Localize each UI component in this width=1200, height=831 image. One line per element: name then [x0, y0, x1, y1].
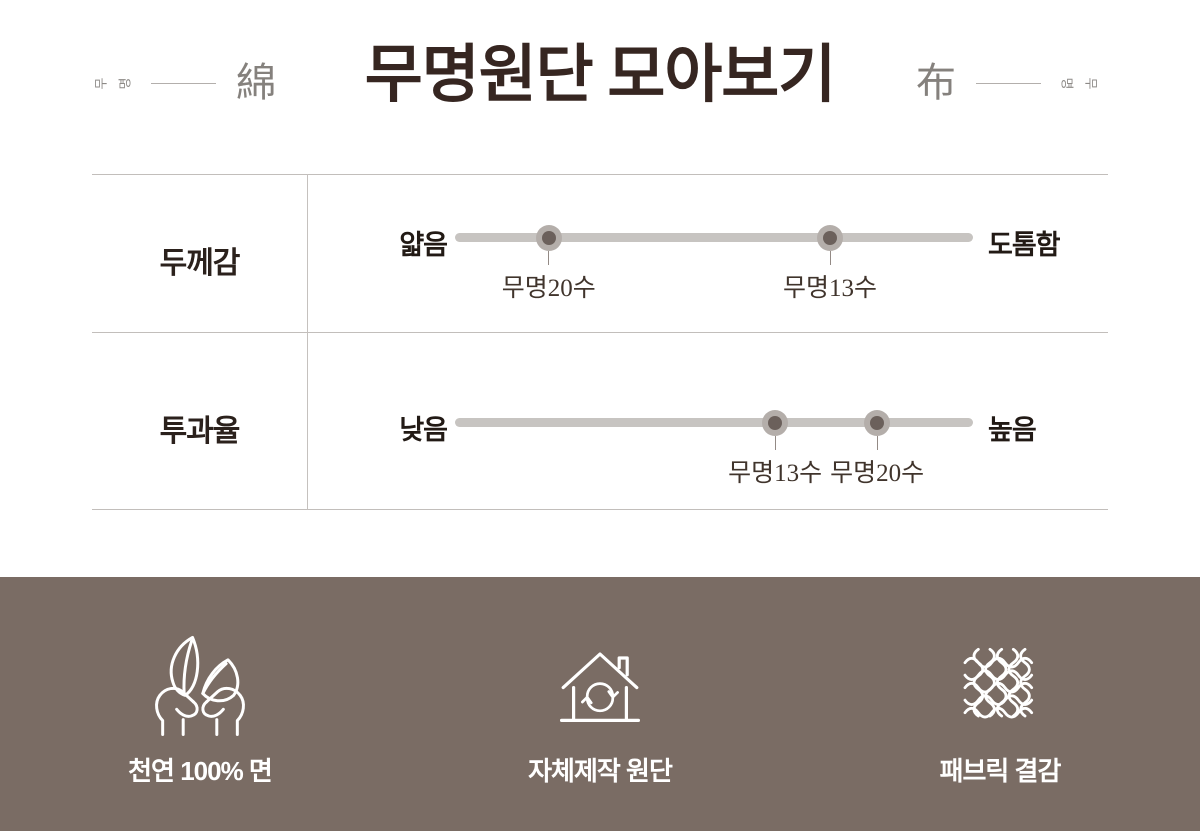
marker-dot-core	[870, 416, 885, 430]
scale-marker: 무명13수	[755, 225, 905, 304]
marker-dot-core	[823, 231, 838, 245]
row-label-transmittance: 투과율	[159, 415, 241, 448]
thickness-scale-bar: 무명20수 무명13수	[455, 225, 973, 302]
table-border-bottom	[92, 509, 1108, 510]
fabric-weave-icon	[950, 625, 1050, 747]
row-label-thickness: 두께감	[159, 247, 241, 280]
decoration-line	[150, 82, 216, 84]
feature-band: 천연 100% 면 자체제작 원단	[0, 577, 1200, 831]
marker-dot-icon	[864, 410, 891, 436]
table-border-top	[92, 174, 1108, 175]
hands-holding-leaves-icon	[144, 625, 256, 747]
table-column-divider	[307, 174, 308, 510]
transmittance-scale-bar: 무명13수 무명20수	[455, 410, 973, 487]
feature-label: 패브릭 결감	[939, 756, 1062, 786]
scale-marker: 무명20수	[802, 410, 952, 489]
decoration-line	[976, 82, 1041, 84]
marker-dot-icon	[817, 225, 844, 251]
rotated-char: 무	[1083, 77, 1099, 89]
marker-label: 무명13수	[728, 460, 823, 487]
marker-label: 무명20수	[501, 275, 596, 302]
marker-dot-icon	[535, 225, 562, 251]
feature-natural-cotton: 천연 100% 면	[0, 577, 400, 831]
hanja-cotton-label: 綿	[235, 60, 276, 105]
marker-label: 무명13수	[783, 275, 878, 302]
house-recycle-icon	[552, 625, 648, 747]
table-row-divider	[92, 332, 1108, 333]
scale-max-label: 높음	[988, 415, 1037, 445]
marker-stem	[876, 436, 878, 450]
scale-min-label: 얇음	[399, 230, 448, 260]
feature-fabric-texture: 패브릭 결감	[800, 577, 1200, 831]
feature-label: 자체제작 원단	[528, 756, 673, 786]
marker-dot-core	[768, 416, 783, 430]
scale-marker: 무명20수	[474, 225, 624, 304]
marker-dot-icon	[762, 410, 789, 436]
feature-label: 천연 100% 면	[128, 756, 273, 786]
rotated-char: 명	[1059, 77, 1075, 89]
marker-label: 무명20수	[830, 460, 925, 487]
hanja-cloth-label: 布	[916, 60, 956, 105]
scale-marker: 무명13수	[700, 410, 850, 489]
scale-min-label: 낮음	[399, 415, 448, 445]
feature-self-made-fabric: 자체제작 원단	[400, 577, 800, 831]
marker-stem	[548, 251, 550, 265]
marker-dot-core	[541, 231, 556, 245]
page-title: 무명원단 모아보기	[364, 40, 836, 110]
marker-stem	[774, 436, 776, 450]
marker-stem	[829, 251, 831, 265]
scale-max-label: 도톰함	[988, 230, 1061, 260]
